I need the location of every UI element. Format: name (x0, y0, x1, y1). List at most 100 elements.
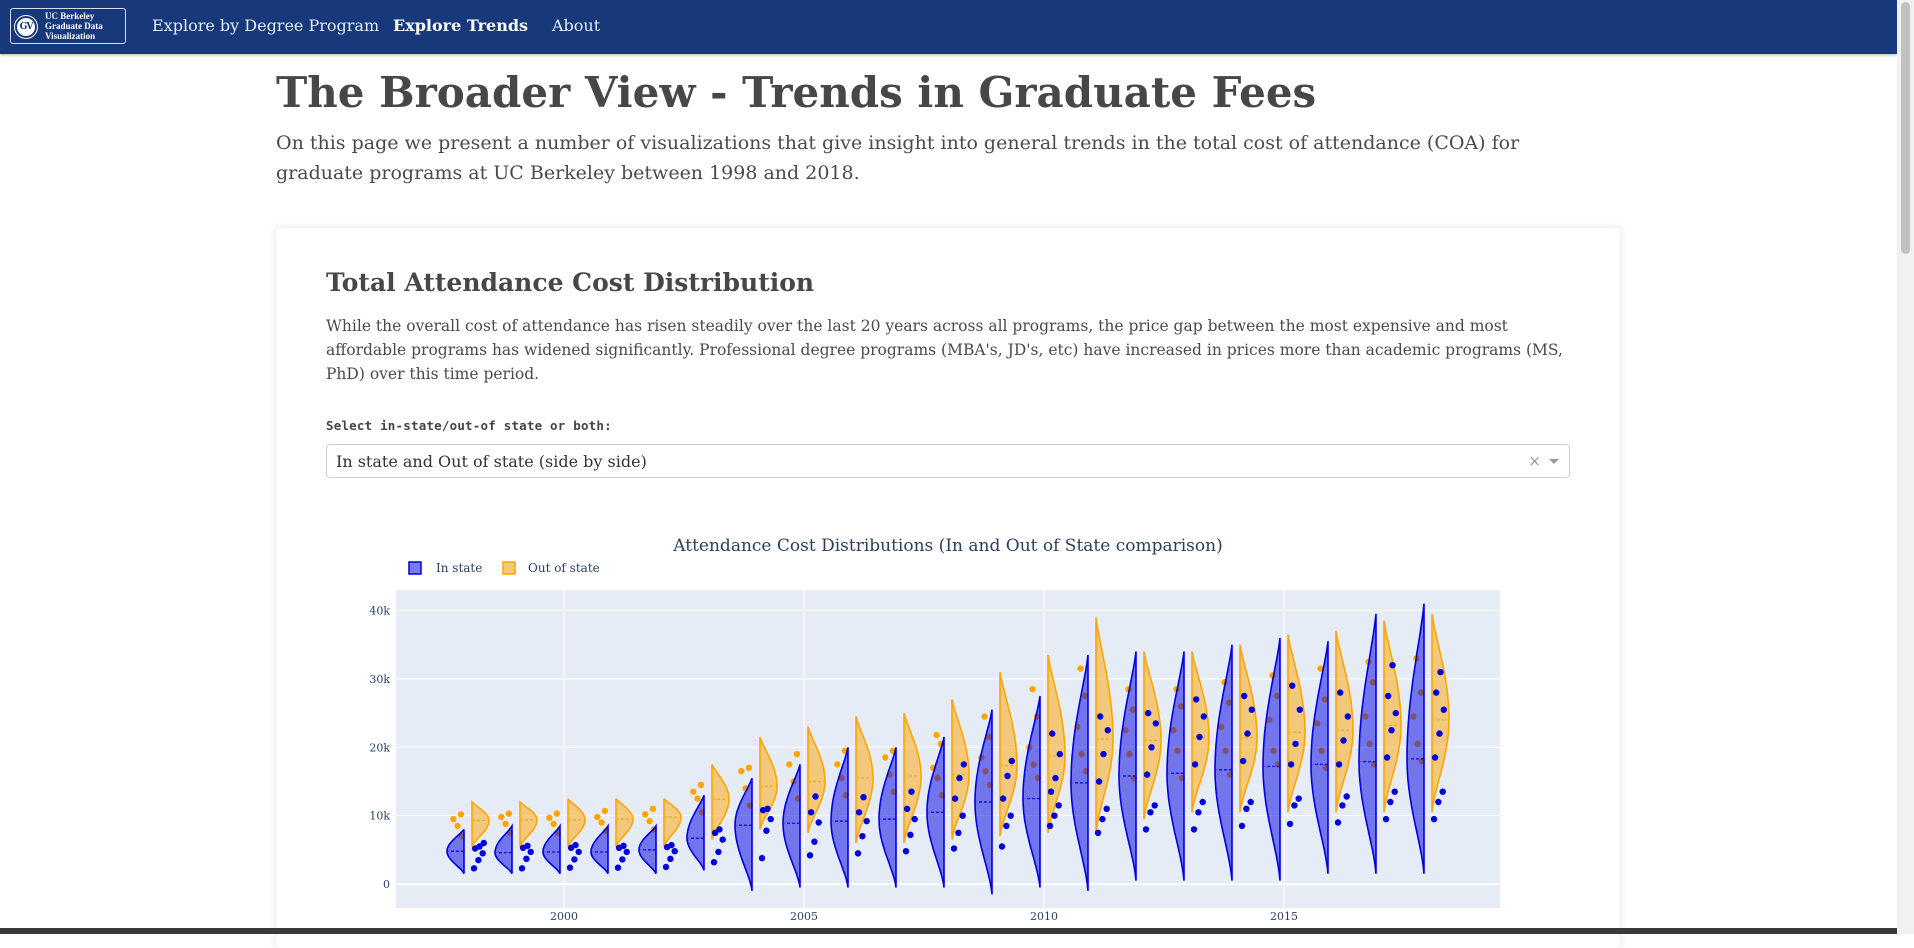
select-value: In state and Out of state (side by side) (336, 452, 647, 471)
in-state-point (1049, 730, 1056, 737)
violin-layer (446, 603, 1450, 895)
logo-line: Visualization (45, 31, 96, 41)
in-state-point (475, 856, 482, 864)
in-state-point (956, 774, 963, 782)
in-state-point (959, 812, 966, 819)
in-state-point (1287, 761, 1295, 768)
nav-link-explore-by-degree[interactable]: Explore by Degree Program (152, 16, 380, 35)
in-state-point (1392, 709, 1400, 717)
section-title: Total Attendance Cost Distribution (326, 268, 815, 297)
in-state-point (863, 817, 870, 825)
in-state-point (1094, 829, 1102, 836)
in-state-point (719, 836, 726, 843)
in-state-point (1099, 815, 1106, 823)
in-state-point (1436, 730, 1443, 737)
in-state-point (1296, 706, 1303, 713)
in-state-point (1052, 774, 1059, 782)
plot-area (396, 590, 1500, 908)
in-state-point (524, 842, 531, 849)
legend-out-of-state-swatch[interactable] (502, 561, 516, 575)
out-of-state-point (553, 810, 561, 817)
clear-icon[interactable]: × (1528, 452, 1541, 470)
out-of-state-point (546, 814, 553, 821)
in-state-violin (926, 736, 945, 888)
in-state-violin (1214, 644, 1233, 881)
in-state-point (807, 809, 815, 816)
section-description: While the overall cost of attendance has… (326, 317, 1563, 383)
logo-emblem-icon: GV (15, 16, 37, 38)
in-state-point (1095, 778, 1103, 785)
y-tick-label: 30k (369, 673, 390, 686)
out-of-state-violin (519, 800, 538, 847)
y-tick-label: 20k (369, 741, 390, 754)
out-of-state-point (550, 820, 557, 828)
out-of-state-point (834, 761, 841, 768)
out-of-state-point (786, 761, 793, 768)
in-state-point (523, 855, 530, 862)
in-state-point (572, 841, 579, 849)
in-state-violin (830, 747, 849, 888)
grid-layer (396, 590, 1500, 908)
site-logo[interactable]: GV UC Berkeley Graduate Data Visualizati… (10, 8, 126, 44)
in-state-point (711, 829, 719, 836)
in-state-point (758, 854, 766, 862)
chart-legend: In state Out of state (408, 561, 600, 575)
in-state-point (1295, 795, 1302, 802)
nav-link-explore-trends[interactable]: Explore Trends (393, 16, 529, 35)
chart-title: Attendance Cost Distributions (In and Ou… (672, 536, 1222, 556)
in-state-point (667, 855, 674, 862)
in-state-point (1004, 772, 1011, 780)
out-of-state-point (933, 731, 940, 739)
in-state-point (811, 838, 818, 845)
in-state-point (1383, 754, 1391, 761)
in-state-point (1055, 802, 1062, 809)
in-state-point (1239, 757, 1247, 765)
in-state-point (1142, 826, 1150, 833)
in-state-point (1247, 798, 1254, 806)
in-state-point (1148, 744, 1155, 751)
out-of-state-point (694, 795, 701, 802)
out-of-state-point (1317, 665, 1324, 672)
in-state-violin (782, 764, 801, 888)
in-state-point (960, 761, 967, 768)
in-state-point (1437, 668, 1444, 676)
out-of-state-point (690, 788, 697, 795)
out-of-state-violin (471, 799, 490, 847)
legend-in-state-label[interactable]: In state (436, 561, 482, 575)
in-state-point (1200, 713, 1207, 720)
in-state-point (1289, 682, 1296, 689)
out-of-state-violin (1047, 654, 1066, 833)
out-of-state-point (745, 764, 753, 771)
in-state-point (1388, 727, 1395, 734)
in-state-point (1291, 802, 1298, 809)
in-state-point (575, 848, 582, 856)
in-state-point (855, 809, 863, 816)
in-state-point (1238, 822, 1246, 830)
in-state-point (1195, 809, 1202, 816)
chevron-down-icon[interactable] (1549, 459, 1559, 464)
out-of-state-violin (1239, 644, 1258, 813)
legend-out-of-state-label[interactable]: Out of state (528, 561, 600, 575)
in-state-point (1433, 689, 1440, 696)
violin-chart: Attendance Cost Distributions (In and Ou… (369, 536, 1500, 923)
in-state-point (908, 788, 915, 795)
in-state-point (1007, 812, 1014, 819)
in-state-point (1191, 761, 1199, 768)
in-state-violin (542, 823, 561, 875)
in-state-point (902, 848, 910, 855)
legend-in-state-swatch[interactable] (408, 561, 422, 575)
in-state-point (1292, 740, 1299, 748)
in-state-point (527, 848, 534, 856)
out-of-state-point (642, 811, 649, 818)
in-state-point (854, 850, 862, 857)
in-state-point (715, 848, 722, 856)
nav-link-about[interactable]: About (552, 16, 601, 35)
in-state-point (1391, 788, 1398, 795)
scrollbar-thumb[interactable] (1901, 2, 1910, 254)
in-state-point (1430, 815, 1438, 823)
state-select-dropdown[interactable]: In state and Out of state (side by side)… (326, 444, 1570, 478)
y-tick-label: 10k (369, 810, 390, 823)
out-of-state-point (649, 805, 657, 812)
in-state-point (1340, 737, 1347, 744)
in-state-point (1103, 805, 1110, 812)
